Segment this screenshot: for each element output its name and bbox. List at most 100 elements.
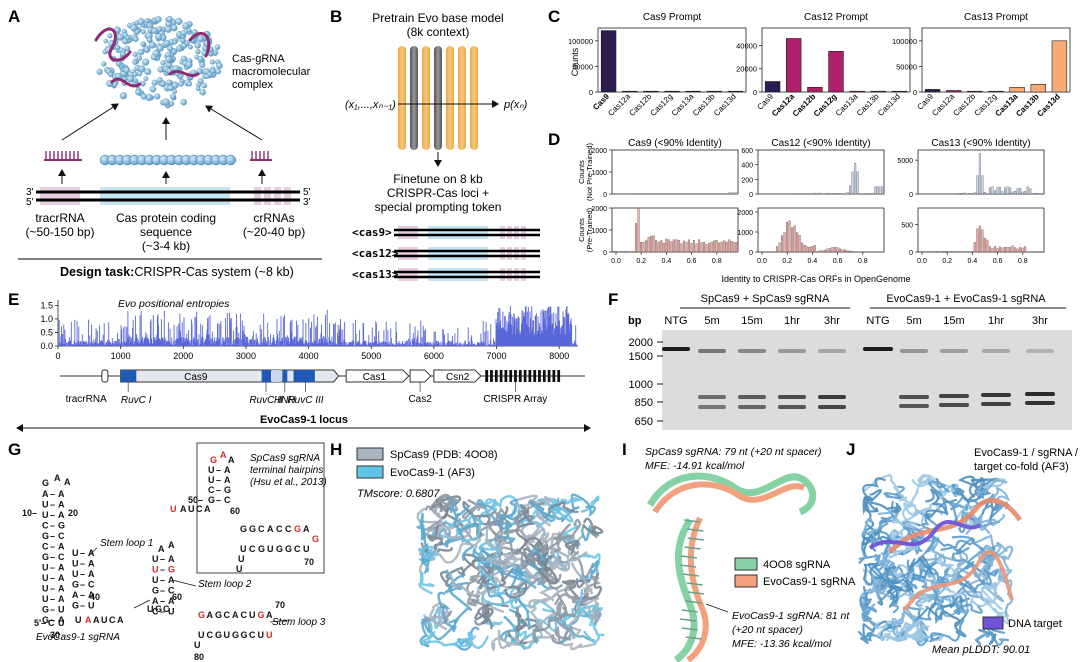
- nucleotide: A: [42, 489, 49, 499]
- nucleotide: C: [196, 504, 203, 514]
- nucleotide: –: [50, 531, 55, 541]
- hist-ytick: 5000: [897, 158, 913, 165]
- gel-band: [1025, 401, 1055, 405]
- cofold-label-1: EvoCas9-1 / sgRNA /: [974, 447, 1079, 459]
- pretrain-title-1: Pretrain Evo base model: [372, 11, 503, 25]
- hist-bar: [851, 171, 854, 195]
- gel-band: [939, 403, 969, 407]
- nucleotide: –: [50, 552, 55, 562]
- end-5-left: 5': [26, 197, 34, 208]
- hist-bar: [720, 241, 723, 253]
- nucleotide: –: [216, 465, 221, 475]
- nucleotide: A: [72, 590, 79, 600]
- hist-bar: [735, 241, 738, 253]
- nucleotide: –: [50, 542, 55, 552]
- entropy-xtick: 3000: [236, 351, 256, 361]
- nucleotide: 70: [304, 557, 314, 567]
- hist-bar: [627, 251, 630, 253]
- panel-label-a: A: [8, 7, 20, 26]
- cas-grna-complex-illustration: [94, 16, 223, 109]
- hist-bar: [786, 222, 789, 253]
- hist-bar: [1024, 246, 1027, 253]
- hist-bar: [838, 193, 841, 195]
- nucleotide: U: [198, 630, 205, 640]
- hist-xtick: 0.2: [782, 258, 792, 265]
- crispr-repeat: [514, 370, 517, 382]
- gel-lane-label: 1hr: [784, 315, 800, 327]
- gel-ladder-label: 850: [635, 397, 653, 409]
- gel-group-1: SpCas9 + SpCas9 sgRNA: [701, 293, 830, 305]
- tracrrna-icon: [44, 151, 82, 161]
- hist-bar: [1021, 247, 1024, 253]
- hist-bar: [971, 193, 974, 195]
- bar: [1009, 87, 1025, 93]
- hist-bar: [836, 193, 839, 195]
- hist-bar: [849, 185, 852, 195]
- hist-xtick: 0.6: [993, 258, 1003, 265]
- hist-bar: [968, 193, 971, 195]
- hist-bar: [951, 251, 954, 253]
- nucleotide: G: [58, 521, 65, 531]
- gel-band: [698, 405, 726, 409]
- hist-bar: [715, 240, 718, 253]
- bar-ytick: 20000: [736, 65, 757, 74]
- hist-xtick: 0.8: [858, 258, 868, 265]
- hist-bar: [730, 241, 733, 253]
- gel-band: [981, 402, 1011, 406]
- hist-bar: [808, 246, 811, 253]
- hist-bar: [665, 238, 668, 253]
- bar-ytick: 0: [753, 88, 757, 97]
- hist-bar: [930, 251, 933, 253]
- hist-bar: [981, 229, 984, 253]
- legend-dna-target: DNA target: [1008, 618, 1062, 630]
- panel-label-e: E: [8, 290, 19, 309]
- nucleotide: –: [50, 521, 55, 531]
- arrow-crrna-to-complex: [205, 105, 263, 141]
- crispr-repeat: [547, 370, 551, 382]
- nucleotide: A: [168, 596, 175, 606]
- stem-loop-3: Stem loop 3: [272, 617, 326, 628]
- nucleotide: A: [58, 615, 65, 625]
- nucleotide: U: [152, 565, 159, 575]
- nucleotide: A: [207, 610, 214, 620]
- panel-label-f: F: [608, 290, 618, 309]
- crispr-repeat: [523, 370, 527, 382]
- hist-bar: [1001, 191, 1004, 195]
- nucleotide: C: [42, 542, 49, 552]
- nucleotide: A: [267, 524, 274, 534]
- gel-band: [1025, 392, 1055, 396]
- gel-band: [818, 405, 846, 409]
- hist-bar: [993, 246, 996, 253]
- hist-bar: [968, 251, 971, 253]
- hist-bar: [655, 240, 658, 253]
- hist-bar: [953, 251, 956, 253]
- nucleotide: C: [241, 610, 248, 620]
- hist-bar: [826, 192, 829, 195]
- locus-label: tracrRNA: [66, 394, 107, 405]
- gel-lane-label: NTG: [664, 315, 687, 327]
- bar-category-label: Cas12g: [812, 92, 839, 119]
- nucleotide: G: [42, 605, 49, 615]
- hist-bar: [632, 251, 635, 253]
- hist-bar: [735, 192, 738, 195]
- nucleotide: U: [42, 510, 49, 520]
- crrna-label: crRNAs: [253, 211, 294, 225]
- hist-bar: [629, 251, 632, 253]
- hist-bar: [622, 251, 625, 253]
- ruvc-domain-block: [282, 370, 288, 382]
- hist-bar: [966, 251, 969, 253]
- hist-bar: [818, 192, 821, 195]
- hist-bar: [760, 251, 763, 253]
- gel-image: [662, 330, 1072, 430]
- hist-bar: [935, 251, 938, 253]
- nucleotide: C: [58, 531, 65, 541]
- hist-bar: [647, 237, 650, 253]
- tracrrna-element: [101, 369, 109, 383]
- nucleotide: U: [238, 554, 245, 564]
- hist-bar: [788, 220, 791, 253]
- hist-xtick: 0.4: [808, 258, 818, 265]
- nucleotide: G: [72, 601, 79, 611]
- finetune-2: CRISPR-Cas loci +: [387, 186, 489, 200]
- hist-bar: [943, 251, 946, 253]
- nucleotide: –: [50, 615, 55, 625]
